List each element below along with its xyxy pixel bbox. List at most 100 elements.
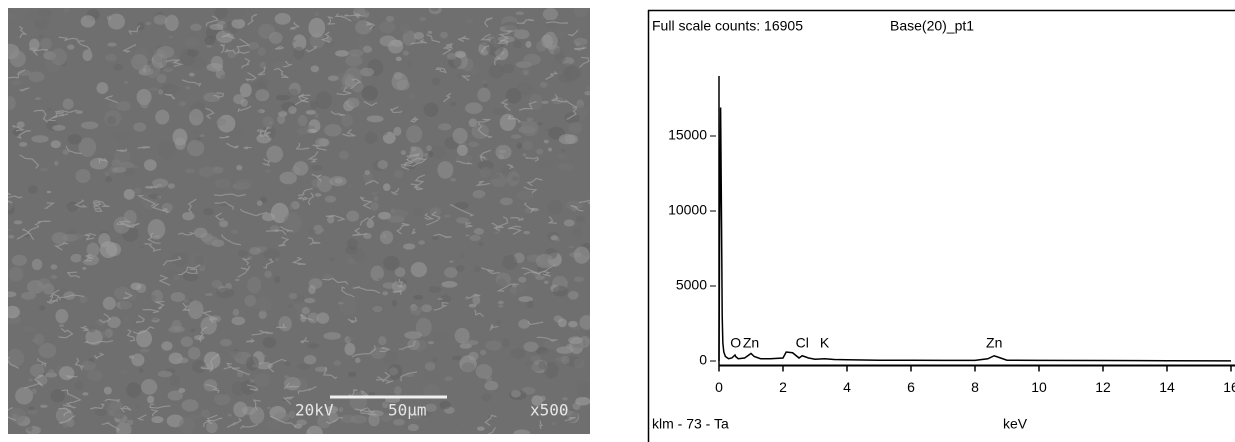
sem-grain (35, 97, 41, 100)
sem-grain (536, 254, 554, 268)
sem-grain (438, 123, 451, 130)
chart-subtitle: Base(20)_pt1 (890, 18, 974, 34)
sem-grain (432, 236, 438, 241)
sem-grain (170, 374, 180, 386)
sem-grain (538, 122, 543, 125)
sem-grain (201, 409, 210, 417)
sem-scale: 50µm (388, 401, 427, 420)
sem-grain (428, 286, 441, 293)
sem-grain (329, 257, 335, 261)
sem-grain (236, 165, 242, 171)
sem-grain (190, 299, 195, 301)
sem-grain (51, 140, 61, 148)
sem-grain (400, 23, 411, 34)
sem-grain (206, 45, 212, 48)
sem-grain (557, 163, 574, 172)
sem-grain (511, 390, 521, 398)
sem-grain (320, 229, 325, 233)
sem-grain (536, 160, 553, 169)
sem-grain (28, 378, 32, 381)
sem-grain (329, 176, 346, 186)
sem-grain (524, 307, 528, 309)
sem-grain (131, 353, 144, 366)
sem-grain (453, 128, 468, 144)
sem-grain (536, 149, 543, 155)
sem-grain (231, 230, 238, 234)
sem-grain (369, 392, 376, 396)
sem-grain (586, 85, 591, 89)
sem-grain (363, 46, 372, 53)
page: {"sem_image": {"voltage": "20kV", "scale… (0, 0, 1235, 442)
sem-grain (568, 291, 579, 300)
sem-grain (157, 46, 175, 58)
sem-grain (449, 261, 453, 263)
sem-grain (465, 235, 469, 237)
sem-grain (517, 143, 523, 149)
sem-grain (70, 254, 82, 263)
sem-grain (126, 382, 141, 397)
sem-grain (289, 205, 294, 210)
sem-grain (444, 215, 451, 218)
sem-grain (310, 101, 318, 110)
y-tick-label: 10000 (668, 202, 707, 218)
sem-grain (522, 153, 526, 156)
sem-grain (168, 326, 185, 333)
chart-title: Full scale counts: 16905 (652, 18, 803, 34)
sem-grain (214, 179, 231, 189)
sem-grain (424, 372, 439, 379)
sem-grain (182, 212, 194, 220)
sem-grain (540, 82, 548, 88)
sem-grain (474, 228, 484, 235)
sem-grain (140, 349, 150, 353)
sem-grain (199, 167, 215, 177)
sem-grain (15, 387, 33, 404)
sem-grain (28, 409, 39, 414)
sem-grain (529, 365, 543, 372)
sem-grain (544, 140, 549, 144)
sem-grain (5, 306, 21, 319)
sem-grain (184, 37, 200, 48)
sem-grain (383, 256, 399, 271)
sem-grain (158, 371, 173, 377)
sem-grain (413, 295, 423, 300)
sem-grain (179, 417, 195, 434)
sem-grain (327, 216, 334, 224)
sem-grain (424, 103, 439, 117)
sem-grain (544, 362, 558, 379)
sem-grain (231, 317, 245, 326)
sem-grain (470, 68, 478, 75)
sem-grain (149, 87, 158, 91)
sem-grain (569, 122, 583, 134)
sem-grain (447, 53, 456, 60)
sem-grain (302, 307, 310, 314)
sem-grain (171, 292, 186, 302)
sem-grain (431, 145, 446, 158)
sem-grain (133, 166, 139, 169)
sem-grain (393, 127, 401, 136)
sem-grain (82, 392, 88, 395)
sem-grain (498, 305, 504, 308)
sem-grain (517, 190, 534, 200)
sem-grain (11, 80, 22, 85)
sem-grain (527, 301, 534, 309)
sem-grain (367, 115, 384, 122)
sem-grain (426, 145, 432, 151)
peak-label: Zn (743, 335, 759, 351)
sem-grain (103, 297, 116, 310)
sem-grain (40, 167, 49, 171)
sem-grain (47, 191, 52, 193)
sem-grain (372, 191, 378, 195)
sem-grain (545, 20, 556, 28)
sem-grain (517, 82, 533, 94)
sem-grain (82, 267, 86, 270)
sem-grain (518, 319, 530, 329)
sem-grain (346, 211, 359, 222)
sem-grain (574, 358, 585, 369)
sem-grain (288, 304, 292, 308)
sem-grain (83, 353, 92, 358)
sem-grain (566, 382, 575, 386)
sem-grain (411, 262, 427, 277)
sem-grain (105, 54, 116, 62)
sem-grain (389, 367, 399, 375)
sem-grain (501, 26, 507, 30)
